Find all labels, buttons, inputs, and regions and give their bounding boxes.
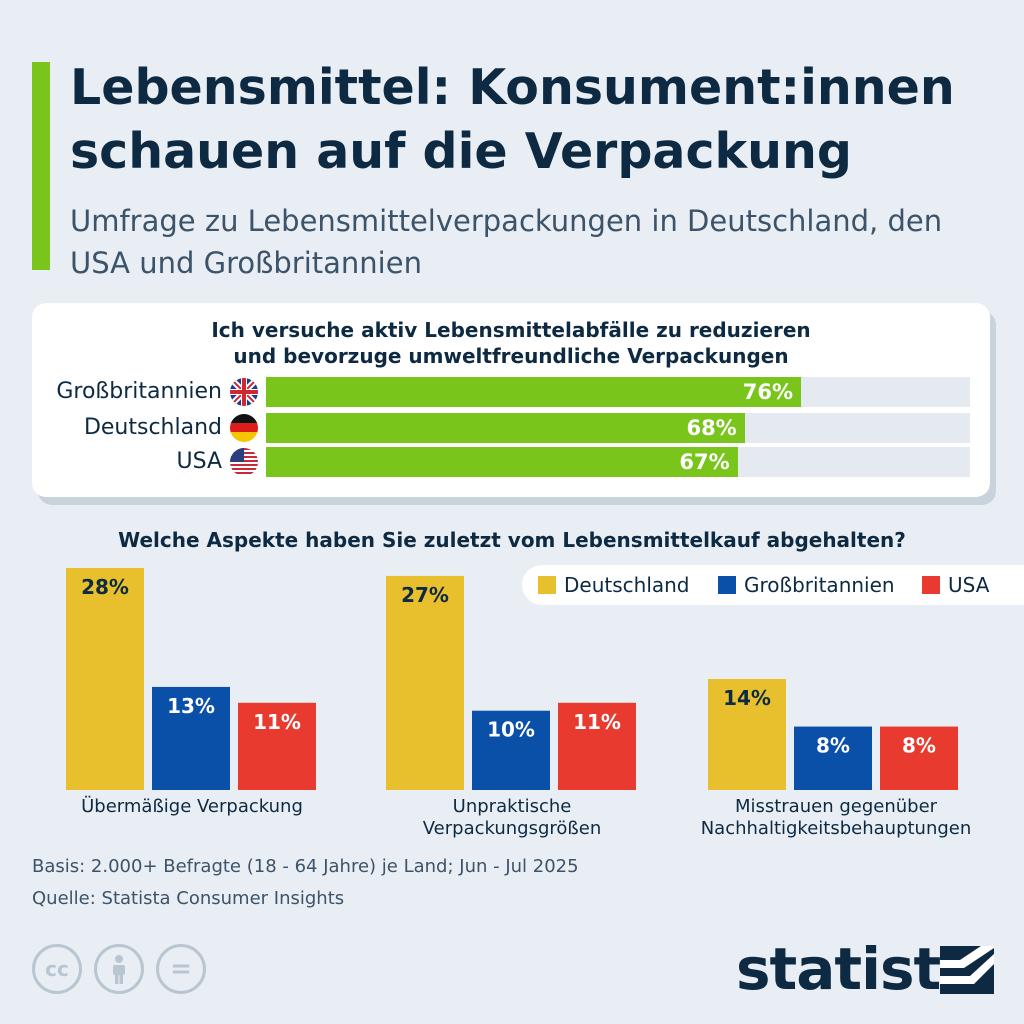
bar: 68%	[266, 413, 745, 443]
survey-panel: Ich versuche aktiv Lebensmittelabfälle z…	[32, 303, 990, 497]
bar	[386, 575, 464, 790]
bar-row: USA 67%	[32, 447, 990, 477]
bar-category-label: USA	[176, 449, 222, 474]
bar-row: Deutschland 68%	[32, 413, 990, 443]
bar-value-label: 13%	[167, 694, 215, 718]
bar-category-label: Großbritannien	[56, 379, 222, 404]
accent-bar	[32, 62, 50, 270]
category-label: Übermäßige Verpackung	[42, 796, 342, 818]
bar-value-label: 8%	[902, 734, 936, 758]
statista-logo-icon	[940, 946, 994, 994]
legend-swatch-deutschland	[538, 576, 556, 594]
category-label-line: Übermäßige Verpackung	[81, 796, 303, 817]
grouped-bar-chart: 28% 13% 11% 27% 10% 11% 14% 8% 8%	[66, 568, 958, 790]
bar-row: Großbritannien 76%	[32, 377, 990, 407]
legend-swatch-usa	[922, 576, 940, 594]
footer-basis: Basis: 2.000+ Befragte (18 - 64 Jahre) j…	[32, 856, 579, 877]
bar	[794, 726, 872, 790]
category-label: Misstrauen gegenüber Nachhaltigkeitsbeha…	[686, 796, 986, 840]
person-icon	[113, 955, 125, 984]
bar-value-label: 27%	[401, 583, 449, 607]
cc-license-icon[interactable]: cc	[32, 944, 82, 994]
bar	[880, 726, 958, 790]
no-derivatives-icon[interactable]: =	[156, 944, 206, 994]
bar-value-label: 10%	[487, 718, 535, 742]
bar-category-label: Deutschland	[83, 415, 222, 440]
bar-value-label: 68%	[686, 416, 737, 440]
category-label-line: Nachhaltigkeitsbehauptungen	[700, 818, 972, 839]
bar-value-label: 11%	[573, 710, 621, 734]
bar	[708, 679, 786, 790]
bar	[238, 702, 316, 790]
bar-track: 68%	[266, 413, 970, 443]
bar	[472, 710, 550, 790]
bar-value-label: 8%	[816, 734, 850, 758]
bar	[66, 568, 144, 790]
footer-source: Quelle: Statista Consumer Insights	[32, 888, 345, 909]
category-label-line: Verpackungsgrößen	[422, 818, 602, 839]
page-title: Lebensmittel: Konsument:innen schauen au…	[70, 59, 955, 180]
category-label-line: Misstrauen gegenüber	[734, 796, 938, 817]
legend-swatch-grossbritannien	[718, 576, 736, 594]
bar-value-label: 11%	[253, 710, 301, 734]
category-label: Unpraktische Verpackungsgrößen	[362, 796, 662, 840]
category-label-line: Unpraktische	[452, 796, 572, 817]
bar-value-label: 76%	[742, 380, 794, 404]
statista-logo-text[interactable]: statista	[736, 935, 979, 1003]
legend-label: USA	[948, 573, 990, 597]
bar-chart-title: Welche Aspekte haben Sie zuletzt vom Leb…	[118, 528, 906, 552]
bar	[152, 686, 230, 790]
legend-label: Deutschland	[564, 573, 690, 597]
panel-title: Ich versuche aktiv Lebensmittelabfälle z…	[211, 318, 811, 368]
bar-value-label: 14%	[723, 686, 771, 710]
flag-usa-icon	[230, 448, 258, 476]
legend-label: Großbritannien	[744, 573, 895, 597]
bar-value-label: 28%	[81, 575, 129, 599]
attribution-icon[interactable]	[94, 944, 144, 994]
bar-value-label: 67%	[679, 450, 730, 474]
bar: 67%	[266, 447, 738, 477]
page-subtitle: Umfrage zu Lebensmittelverpackungen in D…	[70, 204, 943, 280]
flag-germany-icon	[230, 414, 258, 442]
bar	[558, 702, 636, 790]
bar-track: 67%	[266, 447, 970, 477]
bar-track: 76%	[266, 377, 970, 407]
legend: Deutschland Großbritannien USA	[522, 565, 1024, 605]
bar: 76%	[266, 377, 802, 407]
